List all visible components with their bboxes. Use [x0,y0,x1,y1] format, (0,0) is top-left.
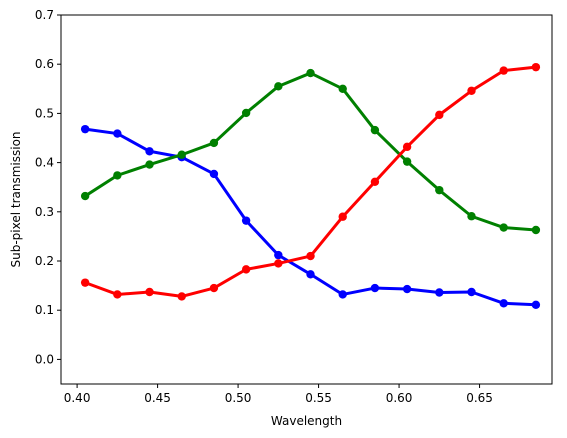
data-point [306,270,315,279]
data-point [338,84,347,94]
data-point [467,287,476,297]
x-tick-label: 0.40 [64,391,91,405]
data-point [241,265,251,274]
data-point [209,138,219,148]
data-point [402,157,412,166]
x-tick-label: 0.45 [144,391,171,405]
data-point [370,283,380,293]
data-point [145,287,154,297]
data-point [338,290,347,299]
series-1 [80,68,541,235]
series-2 [80,62,541,301]
data-point [145,160,154,169]
axes-frame [60,14,553,385]
data-point [435,185,444,195]
data-point [467,212,476,221]
y-axis-label: Sub-pixel transmission [9,131,23,267]
data-point [306,68,315,78]
data-point [80,191,90,201]
data-point [113,171,122,180]
y-tick-label: 0.0 [35,352,54,366]
data-point [177,150,186,159]
data-point [145,147,154,156]
data-point [177,292,186,301]
data-point [531,62,541,72]
data-point [435,110,444,120]
data-point [435,288,444,297]
data-point [80,124,90,134]
y-tick-label: 0.5 [35,106,54,120]
data-point [531,225,541,235]
data-point [467,86,476,95]
y-tick-label: 0.6 [35,57,54,71]
y-tick-label: 0.3 [35,205,54,219]
data-point [402,284,412,294]
y-tick-label: 0.1 [35,303,54,317]
data-point [113,129,122,138]
data-point [531,300,541,309]
data-point [499,299,508,308]
data-point [80,278,90,287]
data-point [370,177,380,186]
y-tick-label: 0.7 [35,8,54,22]
x-tick-label: 0.60 [386,391,413,405]
data-point [499,223,508,232]
data-point [113,290,122,299]
data-point [274,250,283,260]
data-point [499,66,508,75]
x-tick-label: 0.55 [305,391,332,405]
y-tick-label: 0.2 [35,254,54,268]
data-point [274,82,283,91]
data-point [274,259,283,268]
series-line [83,65,538,298]
data-point [402,142,412,152]
series-0 [80,124,541,309]
data-point [370,125,380,135]
x-tick-label: 0.65 [466,391,493,405]
data-point [209,169,219,179]
data-point [306,251,315,261]
data-point [241,108,251,118]
y-tick-label: 0.4 [35,156,54,170]
x-axis-label: Wavelength [271,414,342,428]
data-point [338,212,347,221]
y-axis-ticks: 0.0 0.1 0.2 0.3 0.4 0.5 0.6 0.7 [35,8,61,366]
data-point [209,283,219,293]
plot-area [80,62,541,309]
x-axis-ticks: 0.40 0.45 0.50 0.55 0.60 0.65 [64,384,493,405]
data-point [241,216,251,225]
x-tick-label: 0.50 [225,391,252,405]
